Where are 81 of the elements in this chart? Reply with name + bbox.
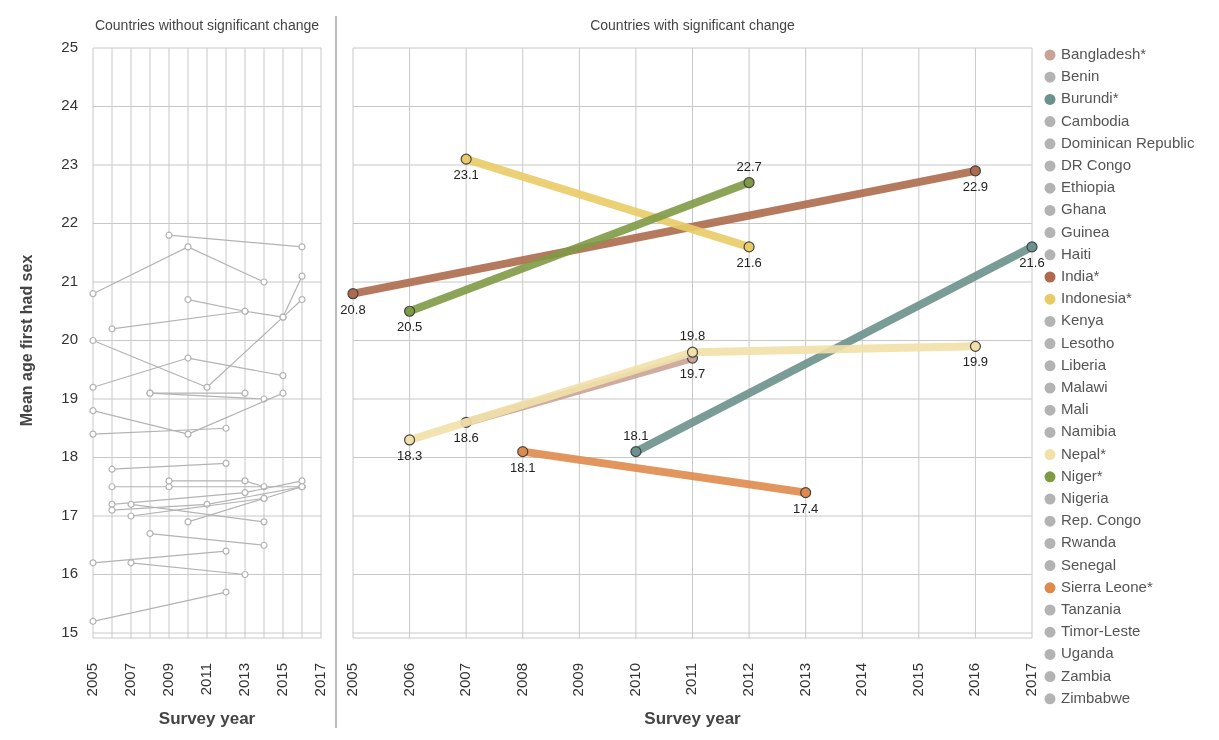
legend-label: Namibia xyxy=(1061,422,1117,440)
legend-label: Timor-Leste xyxy=(1061,622,1141,640)
data-label: 21.6 xyxy=(736,254,762,270)
data-label: 23.1 xyxy=(453,167,479,183)
y-tick-label: 24 xyxy=(61,96,78,114)
data-label: 17.4 xyxy=(793,500,819,516)
legend-label: Liberia xyxy=(1061,355,1107,373)
y-tick-label: 23 xyxy=(61,154,78,172)
x-tick-label: 2009 xyxy=(158,663,176,697)
legend-label: Sierra Leone* xyxy=(1061,577,1153,595)
x-tick-label: 2015 xyxy=(908,663,926,697)
x-tick-label: 2006 xyxy=(399,663,417,697)
legend-label: Lesotho xyxy=(1061,333,1115,351)
legend-label: Rep. Congo xyxy=(1061,511,1142,529)
y-tick-label: 18 xyxy=(61,447,78,465)
legend-label: Ghana xyxy=(1061,200,1107,218)
chart-title: Countries without significant change xyxy=(94,17,320,33)
legend-label: Nigeria xyxy=(1061,488,1110,506)
data-label: 20.5 xyxy=(396,319,423,335)
x-tick-label: 2010 xyxy=(625,663,643,697)
x-tick-label: 2005 xyxy=(82,663,100,697)
y-tick-label: 20 xyxy=(61,330,78,348)
y-tick-label: 21 xyxy=(61,271,78,289)
x-tick-label: 2012 xyxy=(739,663,757,697)
legend-label: Burundi* xyxy=(1061,89,1119,107)
x-axis-title: Survey year xyxy=(644,709,742,728)
x-tick-label: 2013 xyxy=(234,663,252,697)
legend-label: Haiti xyxy=(1061,244,1092,262)
x-axis-title: Survey year xyxy=(158,709,256,728)
y-tick-label: 17 xyxy=(61,505,78,523)
x-tick-label: 2005 xyxy=(342,663,360,697)
x-tick-label: 2016 xyxy=(965,663,983,697)
legend-label: Ethiopia xyxy=(1061,178,1116,196)
legend-label: Bangladesh* xyxy=(1061,44,1147,62)
legend-label: Senegal xyxy=(1061,555,1117,573)
y-axis-title: Mean age first had sex xyxy=(18,254,35,427)
legend-label: Niger* xyxy=(1061,466,1103,484)
chart-title: Countries with significant change xyxy=(590,17,796,33)
y-tick-label: 16 xyxy=(61,564,78,582)
data-label: 21.6 xyxy=(1019,254,1045,270)
data-label: 19.9 xyxy=(962,354,989,370)
x-tick-label: 2007 xyxy=(456,663,474,697)
legend-label: DR Congo xyxy=(1061,155,1132,173)
data-label: 22.9 xyxy=(962,178,989,194)
y-tick-label: 19 xyxy=(61,388,78,406)
x-tick-label: 2011 xyxy=(682,663,700,696)
y-tick-label: 25 xyxy=(61,37,78,55)
data-label: 20.8 xyxy=(340,301,366,317)
legend-label: Malawi xyxy=(1061,377,1108,395)
legend-label: India* xyxy=(1061,266,1100,284)
legend-label: Zambia xyxy=(1061,666,1112,684)
x-tick-label: 2011 xyxy=(196,663,214,696)
y-tick-label: 22 xyxy=(61,213,78,231)
legend-label: Mali xyxy=(1061,400,1089,418)
data-label: 18.6 xyxy=(453,430,479,446)
legend-label: Indonesia* xyxy=(1061,289,1133,307)
legend-label: Zimbabwe xyxy=(1061,688,1131,706)
x-tick-label: 2009 xyxy=(569,663,587,697)
data-label: 19.7 xyxy=(679,366,706,382)
x-tick-label: 2007 xyxy=(120,663,138,697)
legend-label: Benin xyxy=(1061,67,1100,85)
legend-label: Rwanda xyxy=(1061,533,1117,551)
x-tick-label: 2017 xyxy=(310,663,328,697)
legend-label: Kenya xyxy=(1061,311,1105,329)
data-label: 18.1 xyxy=(510,459,536,475)
legend-label: Dominican Republic xyxy=(1061,133,1195,151)
legend-label: Nepal* xyxy=(1061,444,1107,462)
legend-label: Guinea xyxy=(1061,222,1111,240)
x-tick-label: 2017 xyxy=(1021,663,1039,697)
legend-label: Uganda xyxy=(1061,644,1115,662)
x-tick-label: 2015 xyxy=(272,663,290,697)
y-tick-label: 15 xyxy=(61,622,78,640)
legend-label: Tanzania xyxy=(1061,599,1122,617)
data-label: 18.1 xyxy=(623,427,649,443)
x-tick-label: 2014 xyxy=(852,663,870,697)
data-label: 22.7 xyxy=(736,158,762,174)
data-label: 19.8 xyxy=(679,328,706,344)
x-tick-label: 2008 xyxy=(512,663,530,697)
data-label: 18.3 xyxy=(396,447,423,463)
legend-label: Cambodia xyxy=(1061,111,1131,129)
x-tick-label: 2013 xyxy=(795,663,813,697)
